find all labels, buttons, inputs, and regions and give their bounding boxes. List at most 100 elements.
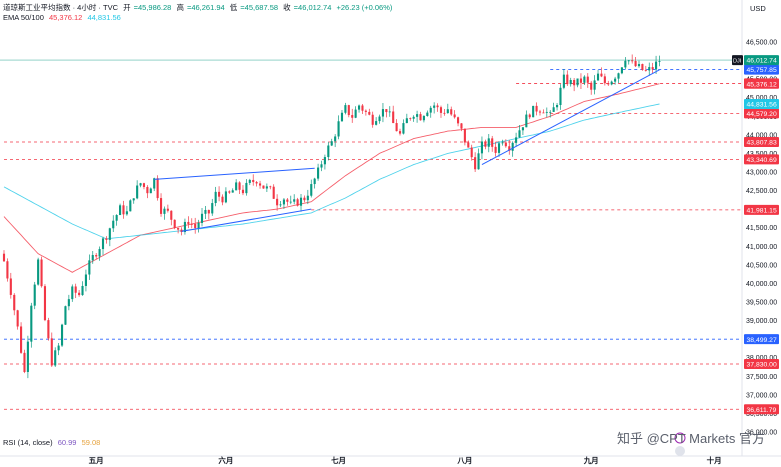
candle-body [474, 157, 477, 170]
candle-body [78, 292, 81, 296]
candle-body [419, 114, 422, 121]
candle-body [265, 186, 268, 189]
candle-body [330, 141, 333, 146]
candle-body [323, 157, 326, 165]
close-value: =46,012.74 [293, 3, 332, 12]
rsi-legend[interactable]: RSI (14, close) 60.99 59.08 [3, 438, 103, 447]
candle-body [398, 131, 402, 134]
candle-body [446, 109, 449, 114]
chart-title: 道琼斯工业平均指数 · 4小时 · TVC [3, 3, 119, 12]
value-price-tag: 46,012.74 [747, 58, 777, 65]
candle-body [368, 111, 371, 115]
candle-body [159, 198, 163, 214]
candle-body [603, 76, 606, 84]
candle-body [532, 105, 535, 118]
candle-body [153, 178, 156, 189]
candle-body [245, 182, 248, 194]
level-price-tag: 41,981.15 [747, 207, 777, 214]
x-tick-label: 十月 [707, 455, 722, 465]
candle-body [241, 189, 245, 194]
y-tick-label: 46,500.00 [746, 40, 777, 47]
candle-body [142, 183, 146, 187]
candle-body [535, 105, 538, 112]
x-tick-label: 五月 [89, 456, 104, 465]
value-price-tag-bg [744, 98, 779, 109]
candle-body [528, 114, 531, 118]
candle-body [98, 249, 101, 257]
candle-body [276, 198, 279, 206]
candle-body [402, 123, 405, 134]
candle-body [392, 111, 395, 124]
candle-body [354, 109, 357, 118]
candle-body [228, 191, 231, 193]
candle-body [47, 320, 50, 339]
candle-body [2, 253, 6, 262]
candle-body [405, 118, 408, 124]
ema100-value: 44,831.56 [87, 13, 121, 22]
candle-body [200, 213, 204, 223]
candle-body [624, 60, 627, 68]
value-price-tag: 44,831.56 [747, 102, 777, 109]
y-tick-label: 41,500.00 [746, 225, 777, 232]
value-price-tag-bg [744, 78, 779, 89]
high-value: =46,261.94 [186, 3, 225, 12]
candle-body [282, 199, 286, 205]
candle-body [644, 70, 647, 71]
candle-body [122, 205, 125, 215]
candle-body [511, 142, 514, 151]
candle-body [293, 199, 296, 202]
level-price-tag-bg [744, 204, 779, 215]
candle-body [67, 299, 70, 307]
level-price-tag: 36,611.79 [747, 407, 777, 414]
rsi-label: RSI (14, close) [3, 438, 53, 447]
candle-body [238, 182, 241, 190]
candle-body [371, 114, 374, 125]
candle-body [494, 146, 497, 153]
trend-line [181, 208, 312, 232]
candle-body [26, 341, 29, 372]
candle-body [149, 188, 152, 194]
candle-body [634, 60, 637, 67]
candle-body [88, 260, 91, 275]
candle-body [221, 196, 224, 203]
candle-body [163, 208, 166, 214]
y-tick-label: 36,500.00 [746, 411, 777, 418]
candle-body [556, 105, 559, 108]
candle-body [559, 87, 562, 106]
candle-body [518, 130, 521, 138]
candle-body [579, 78, 583, 83]
candle-body [286, 199, 289, 202]
candle-body [443, 112, 446, 114]
candle-body [289, 201, 292, 203]
candle-body [655, 61, 658, 70]
candle-body [429, 107, 432, 113]
candle-body [436, 105, 439, 108]
candle-body [521, 127, 524, 131]
candle-body [351, 115, 354, 118]
candle-body [484, 141, 487, 147]
candle-body [105, 238, 108, 240]
candle-body [412, 116, 415, 119]
level-price-tag-bg [744, 136, 779, 147]
candle-body [81, 285, 84, 296]
candle-body [385, 109, 388, 113]
candle-body [317, 167, 320, 179]
x-tick-label: 六月 [218, 455, 233, 465]
x-tick-label: 八月 [456, 456, 472, 465]
candle-body [310, 184, 313, 196]
candle-body [491, 138, 494, 147]
candle-body [262, 185, 265, 189]
candle-body [211, 203, 214, 214]
candle-body [54, 350, 57, 366]
candle-body [637, 64, 641, 67]
close-label: 收 [283, 3, 291, 12]
level-price-tag: 45,757.85 [747, 67, 777, 74]
candle-body [187, 221, 190, 224]
candle-body [224, 191, 227, 203]
candle-body [37, 259, 40, 285]
ema-legend[interactable]: EMA 50/100 45,376.12 44,831.56 [3, 13, 124, 22]
y-tick-label: 45,000.00 [746, 95, 777, 102]
candle-body [340, 112, 344, 122]
candle-body [334, 136, 337, 142]
